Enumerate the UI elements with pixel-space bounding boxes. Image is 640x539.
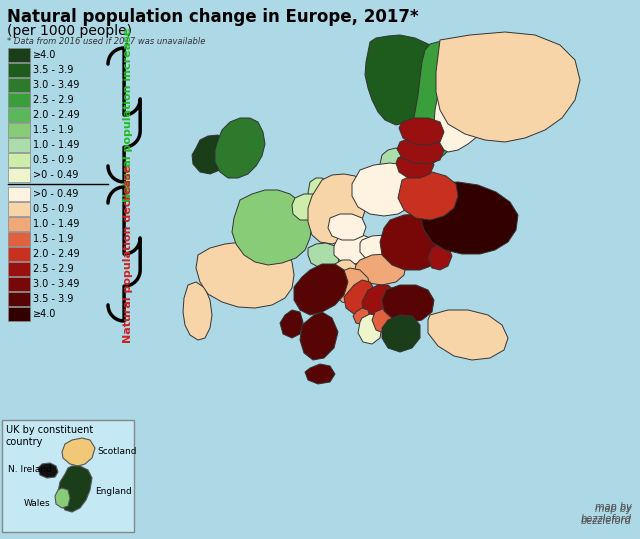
Polygon shape	[428, 310, 508, 360]
Polygon shape	[436, 32, 580, 142]
Polygon shape	[372, 308, 400, 334]
Text: 2.0 - 2.49: 2.0 - 2.49	[33, 110, 79, 120]
Polygon shape	[333, 268, 370, 305]
Text: 3.5 - 3.9: 3.5 - 3.9	[33, 65, 74, 75]
Polygon shape	[58, 466, 92, 512]
Polygon shape	[328, 214, 366, 240]
Text: N. Ireland: N. Ireland	[8, 466, 52, 474]
Text: 1.0 - 1.49: 1.0 - 1.49	[33, 140, 79, 150]
Bar	[8, 202, 30, 216]
Bar	[8, 63, 30, 77]
Text: 0.5 - 0.9: 0.5 - 0.9	[33, 204, 74, 214]
Text: 3.0 - 3.49: 3.0 - 3.49	[33, 80, 79, 90]
Text: map by
bezzleford: map by bezzleford	[581, 502, 632, 524]
Polygon shape	[405, 40, 475, 170]
Text: map by
bezzleford: map by bezzleford	[581, 505, 632, 526]
Polygon shape	[215, 118, 265, 178]
Bar	[8, 123, 30, 137]
Text: >0 - 0.49: >0 - 0.49	[33, 170, 78, 180]
Polygon shape	[418, 182, 518, 254]
Text: England: England	[95, 487, 132, 496]
Polygon shape	[333, 260, 356, 276]
Text: 2.5 - 2.9: 2.5 - 2.9	[33, 95, 74, 105]
Polygon shape	[196, 242, 294, 308]
Text: UK by constituent
country: UK by constituent country	[6, 425, 93, 447]
Bar	[8, 232, 30, 246]
Text: 3.5 - 3.9: 3.5 - 3.9	[33, 294, 74, 304]
Polygon shape	[308, 243, 340, 268]
Text: 1.0 - 1.49: 1.0 - 1.49	[33, 219, 79, 229]
Polygon shape	[354, 254, 406, 285]
Polygon shape	[382, 285, 434, 323]
Polygon shape	[358, 314, 382, 344]
Polygon shape	[362, 285, 398, 322]
Text: ≥4.0: ≥4.0	[33, 309, 56, 319]
Polygon shape	[399, 118, 444, 145]
Bar	[8, 307, 30, 321]
Bar	[8, 108, 30, 122]
Polygon shape	[397, 136, 444, 164]
Bar	[8, 262, 30, 276]
Polygon shape	[183, 282, 212, 340]
Bar	[8, 187, 30, 201]
Polygon shape	[396, 152, 434, 178]
Polygon shape	[352, 163, 420, 216]
Polygon shape	[300, 312, 338, 360]
Text: 3.0 - 3.49: 3.0 - 3.49	[33, 279, 79, 289]
Bar	[8, 247, 30, 261]
Polygon shape	[294, 264, 348, 315]
Text: 0.5 - 0.9: 0.5 - 0.9	[33, 155, 74, 165]
Text: Natural population change in Europe, 2017*: Natural population change in Europe, 201…	[7, 8, 419, 26]
Text: 1.5 - 1.9: 1.5 - 1.9	[33, 125, 74, 135]
Polygon shape	[232, 190, 312, 265]
Text: >0 - 0.49: >0 - 0.49	[33, 189, 78, 199]
Polygon shape	[308, 174, 366, 244]
Bar	[8, 168, 30, 182]
Polygon shape	[428, 244, 452, 270]
Bar	[8, 277, 30, 291]
Text: Natural population decrease: Natural population decrease	[123, 165, 133, 343]
Polygon shape	[334, 234, 376, 264]
Polygon shape	[398, 172, 458, 220]
Polygon shape	[305, 364, 335, 384]
Bar	[8, 78, 30, 92]
Bar	[2, 420, 134, 532]
Polygon shape	[434, 48, 502, 152]
Bar	[8, 292, 30, 306]
Text: Scotland: Scotland	[97, 447, 136, 457]
Polygon shape	[353, 308, 370, 325]
Polygon shape	[38, 463, 58, 478]
Bar	[8, 93, 30, 107]
Text: Natural population increase: Natural population increase	[123, 28, 133, 202]
Polygon shape	[55, 488, 70, 508]
Polygon shape	[360, 235, 402, 262]
Text: 2.0 - 2.49: 2.0 - 2.49	[33, 249, 79, 259]
Text: Wales: Wales	[24, 500, 51, 508]
Polygon shape	[380, 214, 448, 270]
Bar	[8, 153, 30, 167]
Polygon shape	[62, 438, 95, 466]
Polygon shape	[192, 135, 230, 174]
Text: * Data from 2016 used if 2017 was unavailable: * Data from 2016 used if 2017 was unavai…	[7, 37, 205, 46]
Text: 1.5 - 1.9: 1.5 - 1.9	[33, 234, 74, 244]
Polygon shape	[292, 194, 325, 220]
Polygon shape	[280, 310, 303, 338]
Text: (per 1000 people): (per 1000 people)	[7, 24, 132, 38]
Polygon shape	[344, 280, 376, 314]
Polygon shape	[365, 35, 450, 125]
Polygon shape	[382, 315, 420, 352]
Polygon shape	[380, 148, 406, 176]
Bar	[8, 217, 30, 231]
Polygon shape	[308, 178, 330, 202]
Bar	[8, 138, 30, 152]
Text: 2.5 - 2.9: 2.5 - 2.9	[33, 264, 74, 274]
Bar	[8, 48, 30, 62]
Text: ≥4.0: ≥4.0	[33, 50, 56, 60]
